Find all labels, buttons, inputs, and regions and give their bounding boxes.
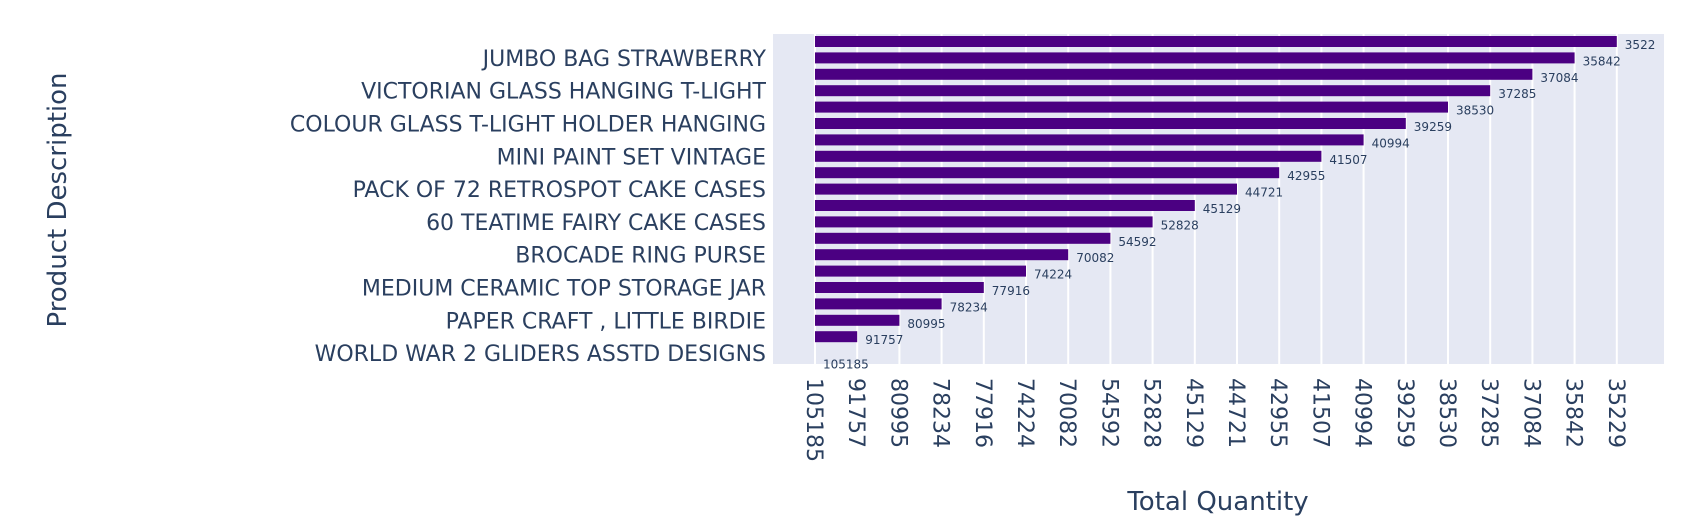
bar-data-label: 78234	[950, 300, 988, 314]
bar	[815, 183, 1237, 195]
x-tick-label: 42955	[1265, 378, 1290, 448]
x-axis-title: Total Quantity	[1126, 487, 1308, 517]
x-tick-label: 35842	[1561, 378, 1586, 448]
bar	[815, 150, 1322, 162]
bar-data-label: 80995	[907, 317, 945, 331]
x-tick-label: 105185	[801, 378, 826, 462]
x-tick-label: 37285	[1476, 378, 1501, 448]
bar-data-label: 45129	[1203, 202, 1241, 216]
bar-data-label: 52828	[1161, 218, 1199, 232]
bar-data-label: 42955	[1287, 169, 1325, 183]
x-tick-label: 54592	[1096, 378, 1121, 448]
x-tick-label: 37084	[1518, 378, 1543, 448]
bar-data-label: 40994	[1372, 136, 1410, 150]
bar	[815, 314, 900, 326]
bar	[815, 36, 1617, 47]
y-tick-label: COLOUR GLASS T-LIGHT HOLDER HANGING	[290, 113, 766, 138]
bar-data-label: 105185	[823, 358, 869, 372]
x-tick-label: 70082	[1054, 378, 1079, 448]
x-tick-label: 74224	[1012, 378, 1037, 448]
x-tick-label: 35229	[1603, 378, 1628, 448]
y-axis-title: Product Description	[43, 72, 73, 327]
bar-data-label: 38530	[1456, 104, 1494, 118]
y-tick-label: 60 TEATIME FAIRY CAKE CASES	[426, 211, 766, 236]
x-tick-label: 80995	[885, 378, 910, 448]
bar-data-label: 37285	[1498, 87, 1536, 101]
bar	[815, 101, 1448, 113]
bar-data-label: 3522	[1625, 38, 1656, 52]
bar	[815, 216, 1153, 228]
bar	[815, 85, 1491, 97]
bar	[815, 68, 1533, 80]
bar	[815, 232, 1111, 244]
x-tick-label: 38530	[1434, 378, 1459, 448]
x-tick-label: 77916	[970, 378, 995, 448]
bar-data-label: 70082	[1076, 251, 1114, 265]
bar	[815, 200, 1195, 211]
bar-data-label: 39259	[1414, 120, 1452, 134]
bar-data-label: 74224	[1034, 268, 1072, 282]
x-tick-label: 52828	[1139, 378, 1164, 448]
y-tick-label: VICTORIAN GLASS HANGING T-LIGHT	[361, 80, 766, 105]
bar-data-label: 54592	[1118, 235, 1156, 249]
x-tick-label: 44721	[1223, 378, 1248, 448]
x-tick-labels: 105185 91757 80995 78234 77916 74224 70082 5459…	[801, 378, 1628, 462]
x-tick-label: 41507	[1307, 378, 1332, 448]
y-tick-label: PACK OF 72 RETROSPOT CAKE CASES	[353, 178, 766, 203]
y-tick-label: MINI PAINT SET VINTAGE	[497, 145, 766, 170]
x-tick-label: 78234	[928, 378, 953, 448]
bar	[815, 134, 1364, 146]
x-tick-label: 40994	[1350, 378, 1375, 448]
y-tick-label: JUMBO BAG STRAWBERRY	[481, 47, 767, 72]
bar	[815, 265, 1026, 277]
bar	[815, 331, 858, 343]
bar-data-label: 37084	[1540, 71, 1578, 85]
category-labels: JUMBO BAG STRAWBERRY VICTORIAN GLASS HANG…	[290, 47, 767, 367]
bar-data-label: 41507	[1329, 153, 1367, 167]
y-tick-label: BROCADE RING PURSE	[515, 244, 766, 269]
y-tick-label: WORLD WAR 2 GLIDERS ASSTD DESIGNS	[315, 342, 766, 367]
x-tick-label: 45129	[1181, 378, 1206, 448]
bar-data-label: 44721	[1245, 186, 1283, 200]
x-tick-label: 39259	[1392, 378, 1417, 448]
y-tick-label: PAPER CRAFT , LITTLE BIRDIE	[446, 309, 766, 334]
bar-data-label: 35842	[1583, 54, 1621, 68]
bars	[815, 36, 1617, 343]
bar-data-label: 77916	[992, 284, 1030, 298]
bar	[815, 118, 1406, 129]
bar	[815, 52, 1575, 64]
bar	[815, 298, 942, 310]
y-tick-label: MEDIUM CERAMIC TOP STORAGE JAR	[362, 277, 766, 302]
data-labels: 3522 35842 37084 37285 38530 39259 40994 41507 4…	[823, 38, 1655, 372]
bar-data-label: 91757	[865, 333, 903, 347]
bar	[815, 282, 984, 293]
bar	[815, 167, 1280, 179]
x-tick-label: 91757	[843, 378, 868, 448]
bar	[815, 249, 1069, 261]
plot-area	[773, 34, 1664, 364]
